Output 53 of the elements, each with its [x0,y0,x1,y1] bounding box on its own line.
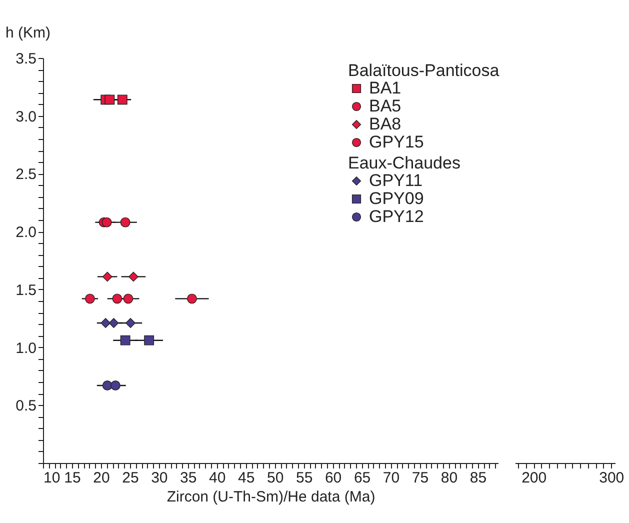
legend-label: GPY09 [369,189,424,208]
point [102,217,112,228]
y-tick-label: 3.0 [16,108,36,126]
x-tick-label: 10 [44,470,60,486]
point [126,318,136,328]
point [102,380,112,390]
point [112,294,122,304]
point [123,294,134,304]
text: Balaïtous-Panticosa [348,61,500,80]
point [187,294,197,304]
x-tick-label: 15 [64,470,81,486]
point [108,318,119,328]
y-tick-label: 3.5 [16,50,36,68]
x-tick-label: 45 [238,470,255,486]
y-tick-label: 1.5 [16,282,36,299]
point [117,94,128,105]
x-tick-label: 40 [209,470,226,486]
x-tick-label: 25 [122,470,139,486]
point [100,318,111,328]
x-tick-label: 75 [412,470,429,486]
x-axis-title: Zircon (U-Th-Sm)/He data (Ma) [166,488,376,506]
legend-label: GPY12 [369,207,424,226]
x-tick-label: 55 [296,470,313,486]
text: Eaux-Chaudes [348,154,460,172]
point [102,272,112,282]
x-tick-label: 60 [324,470,342,486]
y-axis-title: h (Km) [6,24,51,42]
y-tick-label: 0.5 [16,398,36,415]
legend-label: BA1 [369,78,402,98]
legend-label: GPY11 [369,171,423,190]
x-tick-label: 50 [267,470,284,486]
legend-label: BA5 [369,96,402,116]
point [128,272,138,282]
point [144,335,154,346]
point [120,217,130,228]
point [110,380,120,390]
y-tick-label: 2.0 [16,224,36,242]
legend-label: BA8 [369,114,402,134]
y-tick-label: 2.5 [16,166,36,184]
x-tick-label: 35 [180,470,197,486]
x-tick-label: 300 [599,470,624,486]
legend-label: GPY15 [369,132,424,152]
point [120,335,130,346]
x-tick-label: 20 [93,470,110,486]
x-tick-label: 65 [354,470,371,486]
point [84,294,95,304]
x-tick-label: 200 [522,470,547,486]
point [104,94,115,105]
y-tick-label: 1.0 [16,340,36,357]
x-tick-label: 85 [470,470,487,486]
x-tick-label: 80 [440,470,458,486]
x-tick-label: 70 [382,470,400,486]
x-tick-label: 30 [151,470,168,486]
